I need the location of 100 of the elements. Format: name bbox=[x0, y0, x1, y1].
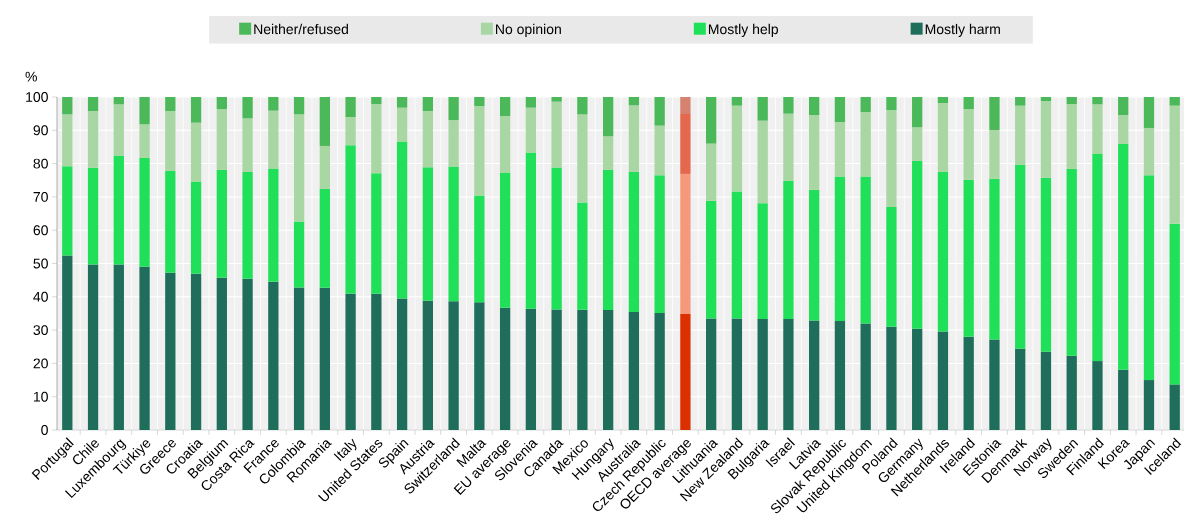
bar bbox=[345, 145, 356, 294]
bar bbox=[809, 114, 820, 190]
bar bbox=[396, 298, 408, 430]
bar bbox=[371, 97, 382, 104]
bar bbox=[448, 301, 459, 430]
bar bbox=[912, 328, 923, 430]
bar bbox=[680, 173, 691, 315]
bar bbox=[525, 308, 537, 430]
bar bbox=[216, 169, 227, 278]
bar bbox=[912, 97, 923, 128]
bar bbox=[474, 105, 485, 196]
bar bbox=[474, 302, 485, 430]
bar bbox=[1015, 164, 1026, 349]
bar bbox=[242, 171, 253, 279]
bar bbox=[809, 97, 820, 115]
bar bbox=[628, 105, 640, 172]
bar bbox=[1169, 97, 1180, 106]
y-tick-label: 40 bbox=[33, 291, 48, 302]
bar bbox=[422, 110, 434, 168]
bar bbox=[448, 97, 459, 120]
bar bbox=[1143, 97, 1155, 128]
bar bbox=[62, 255, 73, 430]
bar bbox=[293, 287, 305, 430]
bar bbox=[422, 300, 434, 430]
bar bbox=[680, 314, 691, 430]
y-tick-label: 50 bbox=[33, 258, 48, 269]
bar bbox=[1066, 168, 1077, 356]
bar bbox=[937, 171, 949, 332]
bar bbox=[963, 97, 974, 109]
bar bbox=[860, 97, 871, 112]
bar bbox=[165, 170, 176, 273]
bar bbox=[628, 312, 640, 430]
bar bbox=[628, 97, 640, 106]
bar bbox=[937, 97, 949, 103]
y-tick-label: 90 bbox=[33, 125, 48, 136]
bar bbox=[1040, 97, 1052, 101]
bar bbox=[1040, 351, 1052, 430]
bar bbox=[87, 167, 99, 265]
bar bbox=[268, 110, 279, 169]
bar bbox=[525, 107, 537, 153]
bar bbox=[422, 167, 434, 301]
bar bbox=[448, 119, 459, 167]
bar bbox=[577, 97, 588, 115]
bar bbox=[602, 310, 614, 430]
bar bbox=[989, 97, 1000, 130]
bar bbox=[499, 115, 511, 173]
bar bbox=[834, 121, 846, 177]
bar bbox=[680, 97, 691, 114]
bar bbox=[834, 97, 846, 122]
bar bbox=[190, 97, 202, 123]
bar bbox=[963, 179, 974, 337]
bar bbox=[113, 97, 124, 105]
bar bbox=[268, 168, 279, 282]
bar bbox=[190, 273, 202, 430]
bar bbox=[834, 321, 846, 430]
bar bbox=[396, 97, 408, 108]
y-tick-label: 30 bbox=[33, 325, 48, 336]
bar bbox=[860, 323, 871, 430]
bar bbox=[319, 188, 330, 288]
bar bbox=[783, 113, 794, 181]
bar bbox=[319, 97, 330, 146]
y-tick-label: 60 bbox=[33, 225, 48, 236]
bar bbox=[654, 97, 665, 126]
bar bbox=[396, 141, 408, 299]
bar bbox=[551, 167, 562, 310]
bar bbox=[87, 264, 99, 430]
bar bbox=[1040, 101, 1052, 178]
bar bbox=[551, 309, 562, 430]
y-axis-title: % bbox=[25, 71, 37, 82]
bar bbox=[345, 97, 356, 117]
bar bbox=[1143, 175, 1155, 381]
bar bbox=[371, 293, 382, 430]
bar bbox=[654, 313, 665, 430]
bar bbox=[396, 107, 408, 142]
bar bbox=[165, 97, 176, 111]
bar bbox=[62, 97, 73, 115]
bar bbox=[113, 264, 124, 430]
legend-label: No opinion bbox=[496, 23, 561, 37]
bar bbox=[654, 175, 665, 314]
bar bbox=[113, 104, 124, 156]
bar bbox=[783, 180, 794, 320]
bar bbox=[113, 155, 124, 265]
bar bbox=[216, 97, 227, 109]
bar bbox=[1040, 177, 1052, 352]
bar bbox=[783, 97, 794, 114]
bar bbox=[809, 189, 820, 321]
bar bbox=[654, 125, 665, 176]
bar bbox=[551, 101, 562, 168]
bar bbox=[319, 145, 330, 189]
bar bbox=[371, 173, 382, 294]
bar bbox=[886, 206, 897, 327]
bar bbox=[345, 116, 356, 146]
bar bbox=[937, 331, 949, 430]
bar bbox=[886, 97, 897, 110]
bar bbox=[1118, 369, 1129, 430]
bar bbox=[499, 97, 511, 116]
bar bbox=[242, 278, 253, 430]
bar bbox=[190, 181, 202, 274]
legend-label: Neither/refused bbox=[254, 23, 348, 35]
bar bbox=[602, 169, 614, 311]
